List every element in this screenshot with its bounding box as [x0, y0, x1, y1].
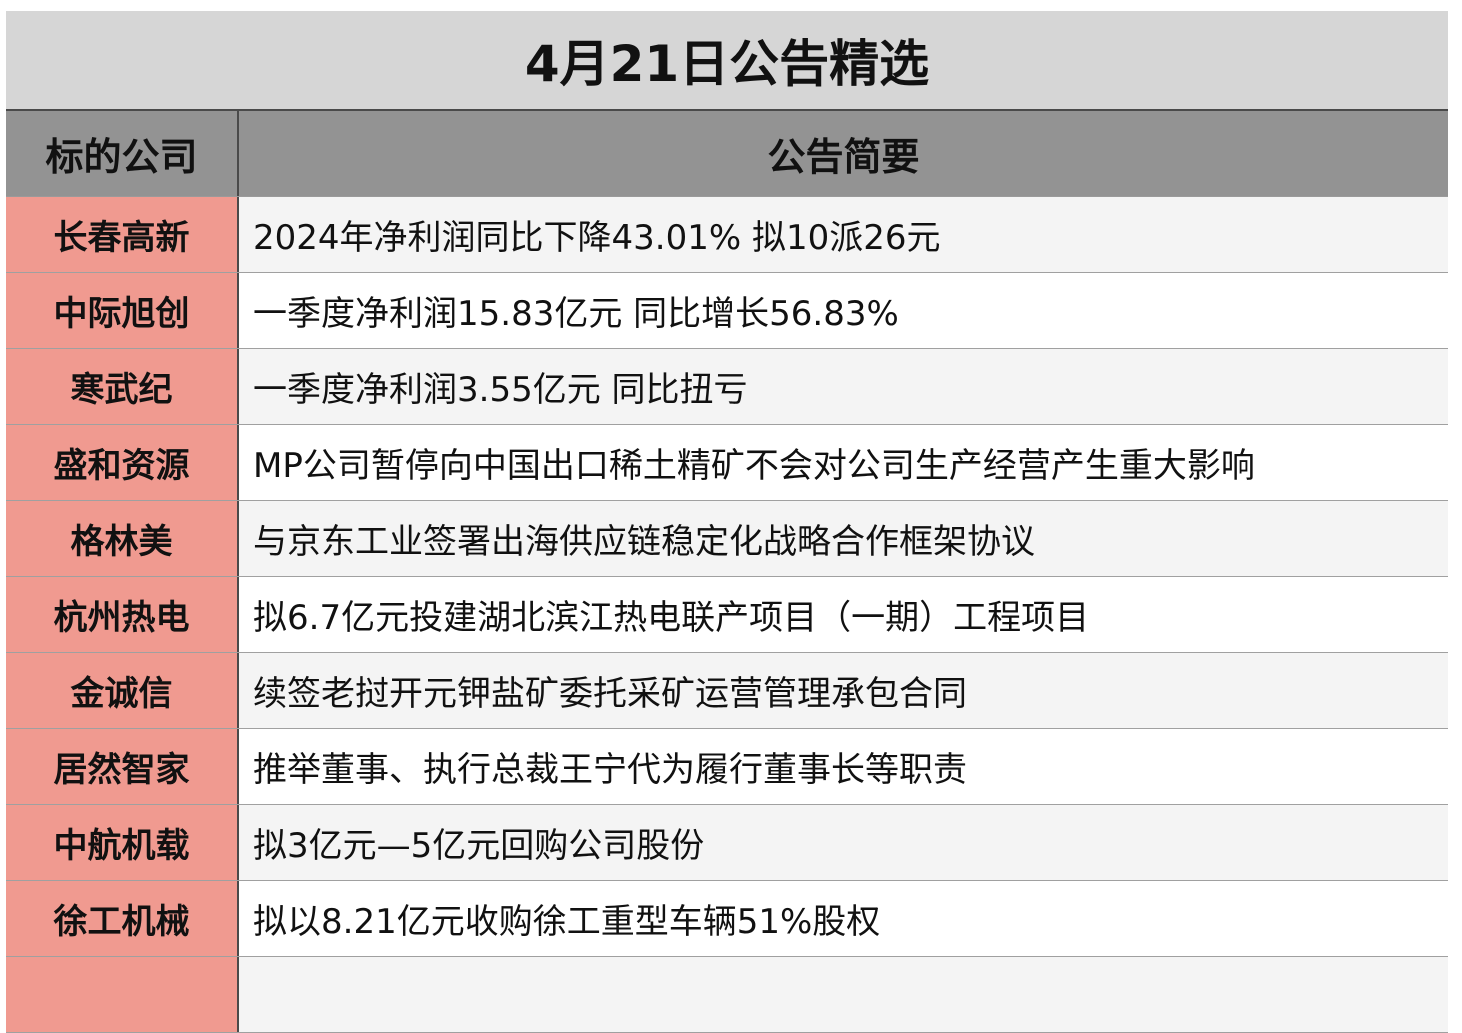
table-title: 4月21日公告精选 — [6, 11, 1448, 111]
header-company: 标的公司 — [6, 111, 239, 196]
summary-cell: 一季度净利润15.83亿元 同比增长56.83% — [239, 273, 1448, 348]
table-row: 盛和资源 MP公司暂停向中国出口稀土精矿不会对公司生产经营产生重大影响 — [6, 425, 1448, 501]
company-cell: 中航机载 — [6, 805, 239, 880]
summary-cell: 续签老挝开元钾盐矿委托采矿运营管理承包合同 — [239, 653, 1448, 728]
table-row — [6, 957, 1448, 1033]
table-row: 寒武纪 一季度净利润3.55亿元 同比扭亏 — [6, 349, 1448, 425]
table-row: 金诚信 续签老挝开元钾盐矿委托采矿运营管理承包合同 — [6, 653, 1448, 729]
header-summary: 公告简要 — [767, 135, 920, 179]
table-row: 格林美 与京东工业签署出海供应链稳定化战略合作框架协议 — [6, 501, 1448, 577]
company-cell — [6, 957, 239, 1032]
summary-cell: 一季度净利润3.55亿元 同比扭亏 — [239, 349, 1448, 424]
summary-cell: 拟以8.21亿元收购徐工重型车辆51%股权 — [239, 881, 1448, 956]
summary-cell: 推举董事、执行总裁王宁代为履行董事长等职责 — [239, 729, 1448, 804]
summary-cell: 与京东工业签署出海供应链稳定化战略合作框架协议 — [239, 501, 1448, 576]
table-body: 长春高新 2024年净利润同比下降43.01% 拟10派26元 中际旭创 一季度净利润… — [6, 197, 1448, 1033]
summary-cell — [239, 957, 1448, 1032]
company-cell: 中际旭创 — [6, 273, 239, 348]
company-cell: 寒武纪 — [6, 349, 239, 424]
table-header: 标的公司 公告简要 — [6, 111, 1448, 197]
summary-cell: 拟3亿元—5亿元回购公司股份 — [239, 805, 1448, 880]
table-row: 长春高新 2024年净利润同比下降43.01% 拟10派26元 — [6, 197, 1448, 273]
table-row: 徐工机械 拟以8.21亿元收购徐工重型车辆51%股权 — [6, 881, 1448, 957]
summary-cell: 拟6.7亿元投建湖北滨江热电联产项目（一期）工程项目 — [239, 577, 1448, 652]
company-cell: 杭州热电 — [6, 577, 239, 652]
table-row: 中航机载 拟3亿元—5亿元回购公司股份 — [6, 805, 1448, 881]
company-cell: 居然智家 — [6, 729, 239, 804]
announcement-table: 4月21日公告精选 标的公司 公告简要 长春高新 2024年净利润同比下降43.0… — [6, 11, 1448, 1033]
company-cell: 盛和资源 — [6, 425, 239, 500]
summary-cell: MP公司暂停向中国出口稀土精矿不会对公司生产经营产生重大影响 — [239, 425, 1448, 500]
table-row: 杭州热电 拟6.7亿元投建湖北滨江热电联产项目（一期）工程项目 — [6, 577, 1448, 653]
company-cell: 徐工机械 — [6, 881, 239, 956]
summary-cell: 2024年净利润同比下降43.01% 拟10派26元 — [239, 197, 1448, 272]
table-row: 中际旭创 一季度净利润15.83亿元 同比增长56.83% — [6, 273, 1448, 349]
company-cell: 长春高新 — [6, 197, 239, 272]
table-row: 居然智家 推举董事、执行总裁王宁代为履行董事长等职责 — [6, 729, 1448, 805]
company-cell: 格林美 — [6, 501, 239, 576]
company-cell: 金诚信 — [6, 653, 239, 728]
